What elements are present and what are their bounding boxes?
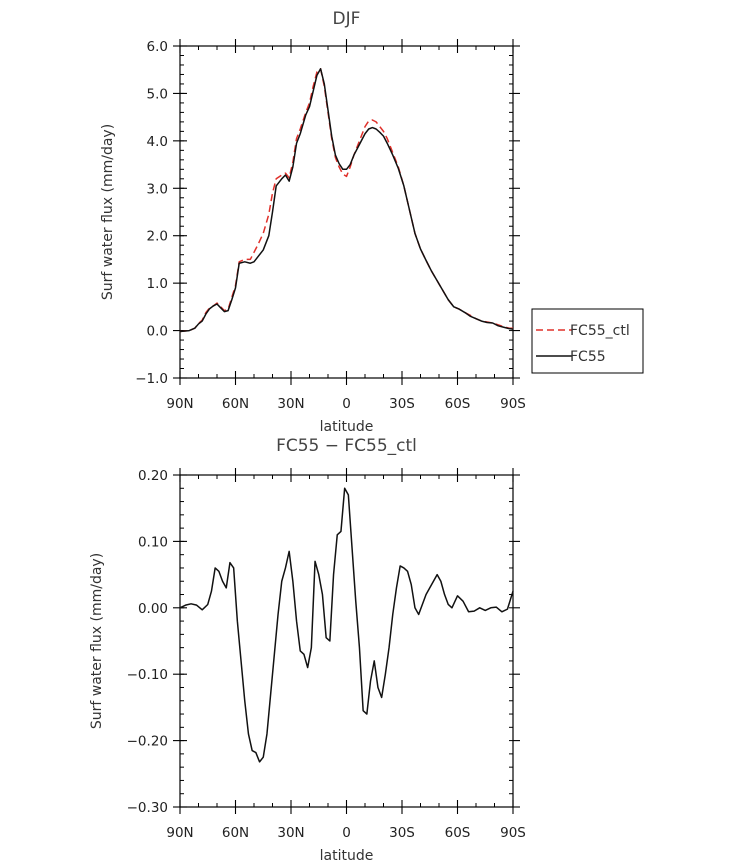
top-y-tick-label: 3.0 [147, 181, 168, 197]
bottom-x-tick-label: 30S [389, 825, 415, 841]
top-x-tick-label: 90N [166, 396, 193, 412]
legend-label: FC55_ctl [570, 323, 630, 339]
top-y-tick-label: 0.0 [147, 324, 168, 340]
top-panel: −1.0 0.0 1.0 2.0 3.0 4.0 5.0 6.0 90N 60N 30N 0 30S 60… [100, 9, 644, 435]
bottom-y-tick-label: −0.30 [127, 800, 168, 816]
legend: FC55_ctl FC55 [531, 308, 644, 374]
bottom-x-tick-label: 90N [166, 825, 193, 841]
top-y-tick-label: −1.0 [135, 371, 168, 387]
top-x-tick-label: 90S [500, 396, 526, 412]
top-series-line-fc55 [179, 68, 514, 333]
top-y-tick-label: 6.0 [147, 39, 168, 55]
top-plot-frame [179, 45, 514, 379]
bottom-y-tick-label: 0.20 [138, 468, 168, 484]
top-y-tick-label: 5.0 [147, 86, 168, 102]
bottom-panel: −0.30 −0.20 −0.10 0.00 0.10 0.20 90N 60N 30N 0 30S… [89, 436, 526, 864]
top-chart-title: DJF [333, 9, 361, 29]
top-x-axis-label: latitude [320, 419, 374, 435]
bottom-x-tick-label: 60S [445, 825, 471, 841]
top-y-axis-label: Surf water flux (mm/day) [100, 124, 116, 300]
top-y-tick-label: 4.0 [147, 134, 168, 150]
bottom-series-line-difference [179, 487, 514, 763]
top-x-tick-label: 60S [445, 396, 471, 412]
bottom-y-tick-label: −0.10 [127, 667, 168, 683]
legend-box [531, 308, 644, 374]
top-y-tick-label: 2.0 [147, 229, 168, 245]
bottom-x-tick-label: 60N [222, 825, 249, 841]
bottom-chart-title: FC55 − FC55_ctl [276, 436, 417, 456]
legend-label: FC55 [570, 349, 606, 365]
top-series-line-fc55-ctl [179, 68, 513, 333]
top-y-tick-label: 1.0 [147, 276, 168, 292]
bottom-x-axis-label: latitude [320, 848, 374, 864]
bottom-plot-frame [179, 474, 514, 808]
bottom-x-tick-label: 0 [342, 825, 351, 841]
bottom-y-tick-label: 0.10 [138, 534, 168, 550]
top-x-tick-label: 0 [342, 396, 351, 412]
bottom-y-axis-label: Surf water flux (mm/day) [89, 553, 105, 729]
bottom-y-tick-label: 0.00 [138, 601, 168, 617]
top-x-tick-label: 60N [222, 396, 249, 412]
top-x-tick-label: 30N [277, 396, 304, 412]
bottom-x-tick-label: 90S [500, 825, 526, 841]
top-x-tick-label: 30S [389, 396, 415, 412]
bottom-y-tick-label: −0.20 [127, 734, 168, 750]
bottom-x-tick-label: 30N [277, 825, 304, 841]
